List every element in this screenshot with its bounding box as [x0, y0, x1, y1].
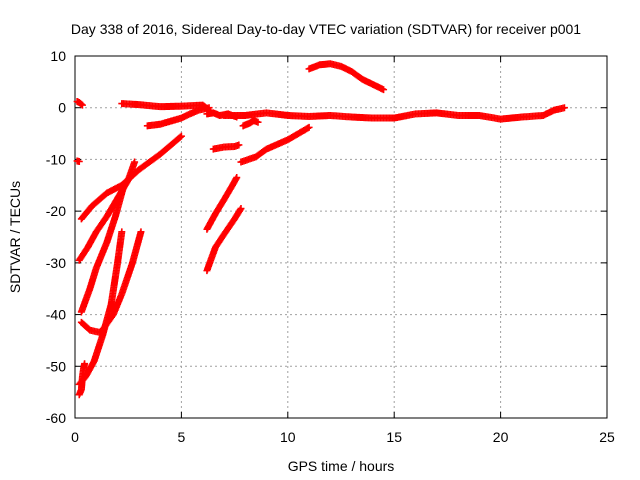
series-arc-short-7	[203, 109, 241, 121]
series-arc-steep-a	[203, 174, 241, 233]
y-tick-label: -50	[46, 358, 66, 374]
series-arc-low-a	[77, 132, 185, 223]
series-arc-neg10-dot	[73, 157, 83, 165]
y-tick-label: -20	[46, 203, 66, 219]
plot-frame	[74, 55, 608, 419]
x-tick-label: 20	[493, 429, 509, 445]
data-point	[176, 133, 184, 141]
x-tick-label: 15	[386, 429, 402, 445]
axis-ticks: 0 5 10 15 20 25 -60 -50 -40 -30 -20 -10 0 10	[46, 48, 615, 445]
data-point	[120, 181, 128, 189]
series-arc-low-c	[77, 181, 128, 316]
data-points	[73, 60, 568, 399]
data-point	[305, 123, 313, 131]
data-point	[177, 132, 185, 140]
data-point	[233, 174, 241, 182]
data-point	[75, 157, 83, 165]
x-tick-label: 0	[71, 429, 79, 445]
data-point	[131, 158, 139, 166]
chart-title: Day 338 of 2016, Sidereal Day-to-day VTE…	[71, 21, 581, 37]
series-arc-main-0	[118, 100, 213, 114]
data-point	[237, 205, 245, 213]
y-tick-label: -30	[46, 255, 66, 271]
series-arc-early-0	[73, 98, 86, 109]
series-arc-hump	[305, 60, 388, 94]
y-tick-label: -10	[46, 151, 66, 167]
x-tick-label: 5	[178, 429, 186, 445]
x-axis-label: GPS time / hours	[288, 458, 395, 474]
series-arc-neg8	[209, 141, 243, 153]
x-tick-label: 25	[599, 429, 615, 445]
series-arc-rise-10	[237, 123, 313, 166]
y-tick-label: 0	[58, 100, 66, 116]
series-arc-low-b	[75, 158, 139, 264]
series-arc-short-8	[239, 117, 262, 130]
y-tick-label: -40	[46, 307, 66, 323]
data-point	[560, 104, 568, 112]
data-point	[380, 86, 388, 94]
data-point	[137, 228, 145, 236]
series-arc-steep-b	[203, 205, 245, 275]
data-point	[235, 141, 243, 149]
y-axis-label: SDTVAR / TECUs	[7, 181, 23, 293]
data-point	[77, 100, 85, 108]
series-arc-dots-55	[75, 360, 89, 399]
data-point	[78, 101, 86, 109]
y-tick-label: -60	[46, 410, 66, 426]
series-arc-dip	[143, 104, 213, 130]
x-tick-label: 10	[280, 429, 296, 445]
data-point	[118, 228, 126, 236]
y-tick-label: 10	[50, 48, 66, 64]
data-point	[254, 118, 262, 126]
data-point	[81, 360, 89, 368]
data-point	[233, 113, 241, 121]
